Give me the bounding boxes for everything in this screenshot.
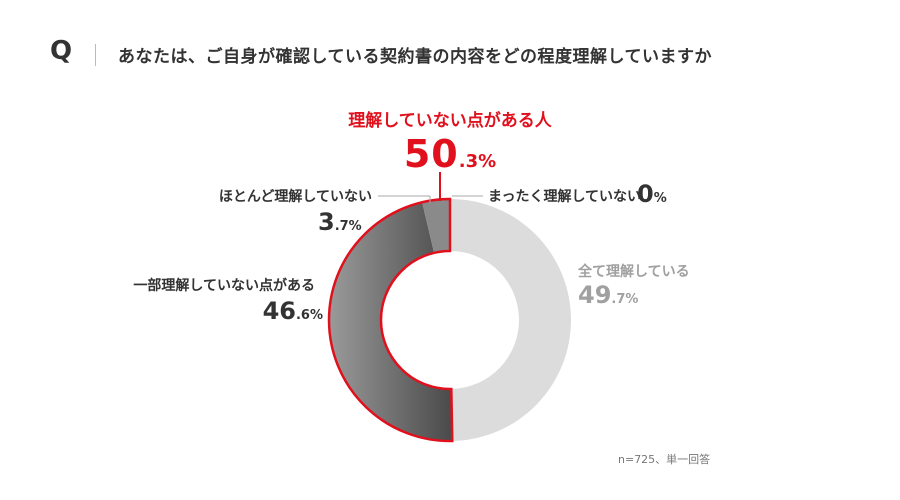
- label-hotondo: ほとんど理解していない: [218, 189, 372, 205]
- question-mark: Q: [50, 36, 73, 66]
- slice-hotondo: [422, 199, 450, 253]
- slice-subete: [450, 199, 572, 441]
- value-ichibu-decimal: .6%: [295, 308, 323, 323]
- question-text: あなたは、ご自身が確認している契約書の内容をどの程度理解していますか: [118, 47, 712, 67]
- highlight-value: 50.3%: [0, 132, 900, 176]
- highlight-value-decimal: .3%: [458, 151, 497, 172]
- value-subete: 49.7%: [578, 281, 638, 309]
- value-mattaku: 0%: [637, 180, 667, 208]
- value-ichibu-main: 46: [262, 297, 296, 325]
- label-subete: 全て理解している: [578, 264, 690, 280]
- value-ichibu: 46.6%: [263, 297, 323, 325]
- question-divider: [95, 44, 96, 66]
- value-hotondo: 3.7%: [318, 208, 362, 236]
- highlight-value-main: 50: [403, 132, 459, 176]
- value-subete-main: 49: [578, 281, 612, 309]
- sample-note: n=725、単一回答: [618, 453, 711, 466]
- value-mattaku-main: 0: [637, 180, 654, 208]
- label-ichibu: 一部理解していない点がある: [133, 278, 315, 294]
- value-hotondo-main: 3: [318, 208, 335, 236]
- highlight-outline: [327, 197, 454, 443]
- highlight-label: 理解していない点がある人: [348, 111, 552, 131]
- value-subete-decimal: .7%: [611, 292, 639, 307]
- value-hotondo-decimal: .7%: [334, 219, 362, 234]
- label-mattaku: まったく理解していない: [488, 189, 642, 205]
- slice-ichibu: [328, 202, 453, 442]
- value-mattaku-decimal: %: [653, 191, 667, 206]
